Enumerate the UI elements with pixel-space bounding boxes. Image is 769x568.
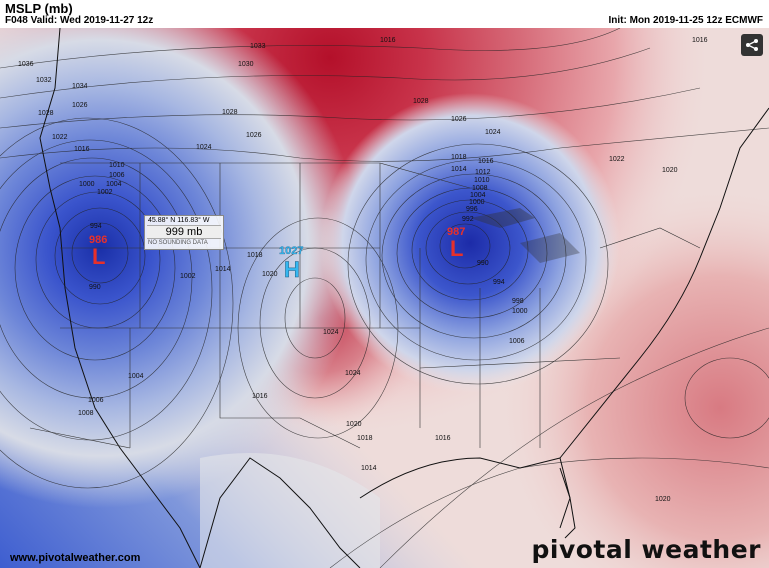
contour-label: 1000 — [79, 181, 95, 188]
contour-label: 992 — [462, 216, 474, 223]
contour-label: 994 — [90, 223, 102, 230]
contour-label: 1000 — [512, 308, 528, 315]
contour-label: 994 — [493, 279, 505, 286]
contour-label: 1004 — [128, 373, 144, 380]
low-center-value: 986 — [89, 234, 107, 246]
contour-label: 1022 — [609, 156, 625, 163]
contour-label: 990 — [477, 260, 489, 267]
low-center-value: 987 — [447, 226, 465, 238]
contour-label: 1018 — [451, 154, 467, 161]
contour-label: 1016 — [435, 435, 451, 442]
contour-label: 1020 — [262, 271, 278, 278]
coastlines — [39, 28, 769, 568]
init-time: Init: Mon 2019-11-25 12z ECMWF — [608, 15, 763, 26]
low-center-symbol: L — [92, 244, 105, 269]
contour-label: 1008 — [78, 410, 94, 417]
probe-value: 999 mb — [147, 225, 221, 239]
great-lakes — [470, 208, 580, 263]
eastern-low-shading — [0, 28, 769, 568]
contour-label: 1026 — [451, 116, 467, 123]
sounding-button[interactable]: NO SOUNDING DATA — [148, 240, 208, 246]
contour-label: 1014 — [451, 166, 467, 173]
contour-label: 1016 — [692, 37, 708, 44]
contour-label: 1004 — [106, 181, 122, 188]
share-icon — [746, 39, 758, 51]
contour-label: 1012 — [475, 169, 491, 176]
high-center-value: 1027 — [279, 245, 303, 257]
header: MSLP (mb) F048 Valid: Wed 2019-11-27 12z… — [0, 0, 769, 28]
contour-labels: 1036 1032 1034 1028 1026 1022 1016 1010 … — [18, 37, 708, 503]
contour-label: 998 — [512, 298, 524, 305]
probe-coordinates: 45.88° N 116.83° W — [148, 217, 210, 224]
contour-label: 1034 — [72, 83, 88, 90]
valid-time: F048 Valid: Wed 2019-11-27 12z — [5, 15, 154, 26]
contour-label: 1004 — [470, 192, 486, 199]
contour-label: 1020 — [662, 167, 678, 174]
share-button[interactable] — [741, 34, 763, 56]
central-high-center: 1027 H — [279, 245, 304, 282]
map-title: MSLP (mb) — [5, 1, 73, 16]
contour-label: 1010 — [109, 162, 125, 169]
contour-label: 996 — [466, 206, 478, 213]
contour-label: 1033 — [250, 43, 266, 50]
contour-label: 1006 — [88, 397, 104, 404]
state-borders — [29, 162, 701, 449]
point-readout: 45.88° N 116.83° W 999 mb NO SOUNDING DA… — [144, 215, 224, 250]
contour-label: 1028 — [38, 110, 54, 117]
contour-label: 1020 — [655, 496, 671, 503]
contour-label: 1016 — [380, 37, 396, 44]
low-center-symbol: L — [450, 236, 463, 261]
contour-label: 1028 — [413, 98, 429, 105]
contour-label: 1006 — [109, 172, 125, 179]
contour-label: 1006 — [509, 338, 525, 345]
brand-logo: pivotal weather — [531, 535, 761, 564]
contour-label: 1028 — [222, 109, 238, 116]
contour-label: 1018 — [247, 252, 263, 259]
contour-label: 1002 — [97, 189, 113, 196]
contour-label: 1026 — [72, 102, 88, 109]
contour-label: 1016 — [478, 158, 494, 165]
western-low-center: 986 L — [89, 234, 107, 269]
contour-label: 1026 — [246, 132, 262, 139]
contour-label: 1032 — [36, 77, 52, 84]
contour-label: 1024 — [323, 329, 339, 336]
contour-label: 1014 — [215, 266, 231, 273]
high-center-symbol: H — [284, 257, 300, 282]
contour-label: 990 — [89, 284, 101, 291]
contour-label: 1030 — [238, 61, 254, 68]
contour-label: 1002 — [180, 273, 196, 280]
contour-label: 1010 — [474, 177, 490, 184]
contour-label: 1024 — [485, 129, 501, 136]
contour-label: 1020 — [346, 421, 362, 428]
contour-label: 1016 — [252, 393, 268, 400]
pressure-map[interactable]: 1036 1032 1034 1028 1026 1022 1016 1010 … — [0, 28, 769, 568]
contour-label: 1016 — [74, 146, 90, 153]
contour-label: 1024 — [345, 370, 361, 377]
contour-label: 1008 — [472, 185, 488, 192]
map-canvas: 1036 1032 1034 1028 1026 1022 1016 1010 … — [0, 28, 769, 568]
contour-label: 1000 — [469, 199, 485, 206]
contour-label: 1022 — [52, 134, 68, 141]
contour-label: 1018 — [357, 435, 373, 442]
contour-label: 1036 — [18, 61, 34, 68]
contour-label: 1024 — [196, 144, 212, 151]
site-url: www.pivotalweather.com — [10, 552, 141, 564]
eastern-low-center: 987 L — [447, 226, 465, 261]
contour-label: 1014 — [361, 465, 377, 472]
gulf-neutral-shading — [200, 453, 380, 568]
